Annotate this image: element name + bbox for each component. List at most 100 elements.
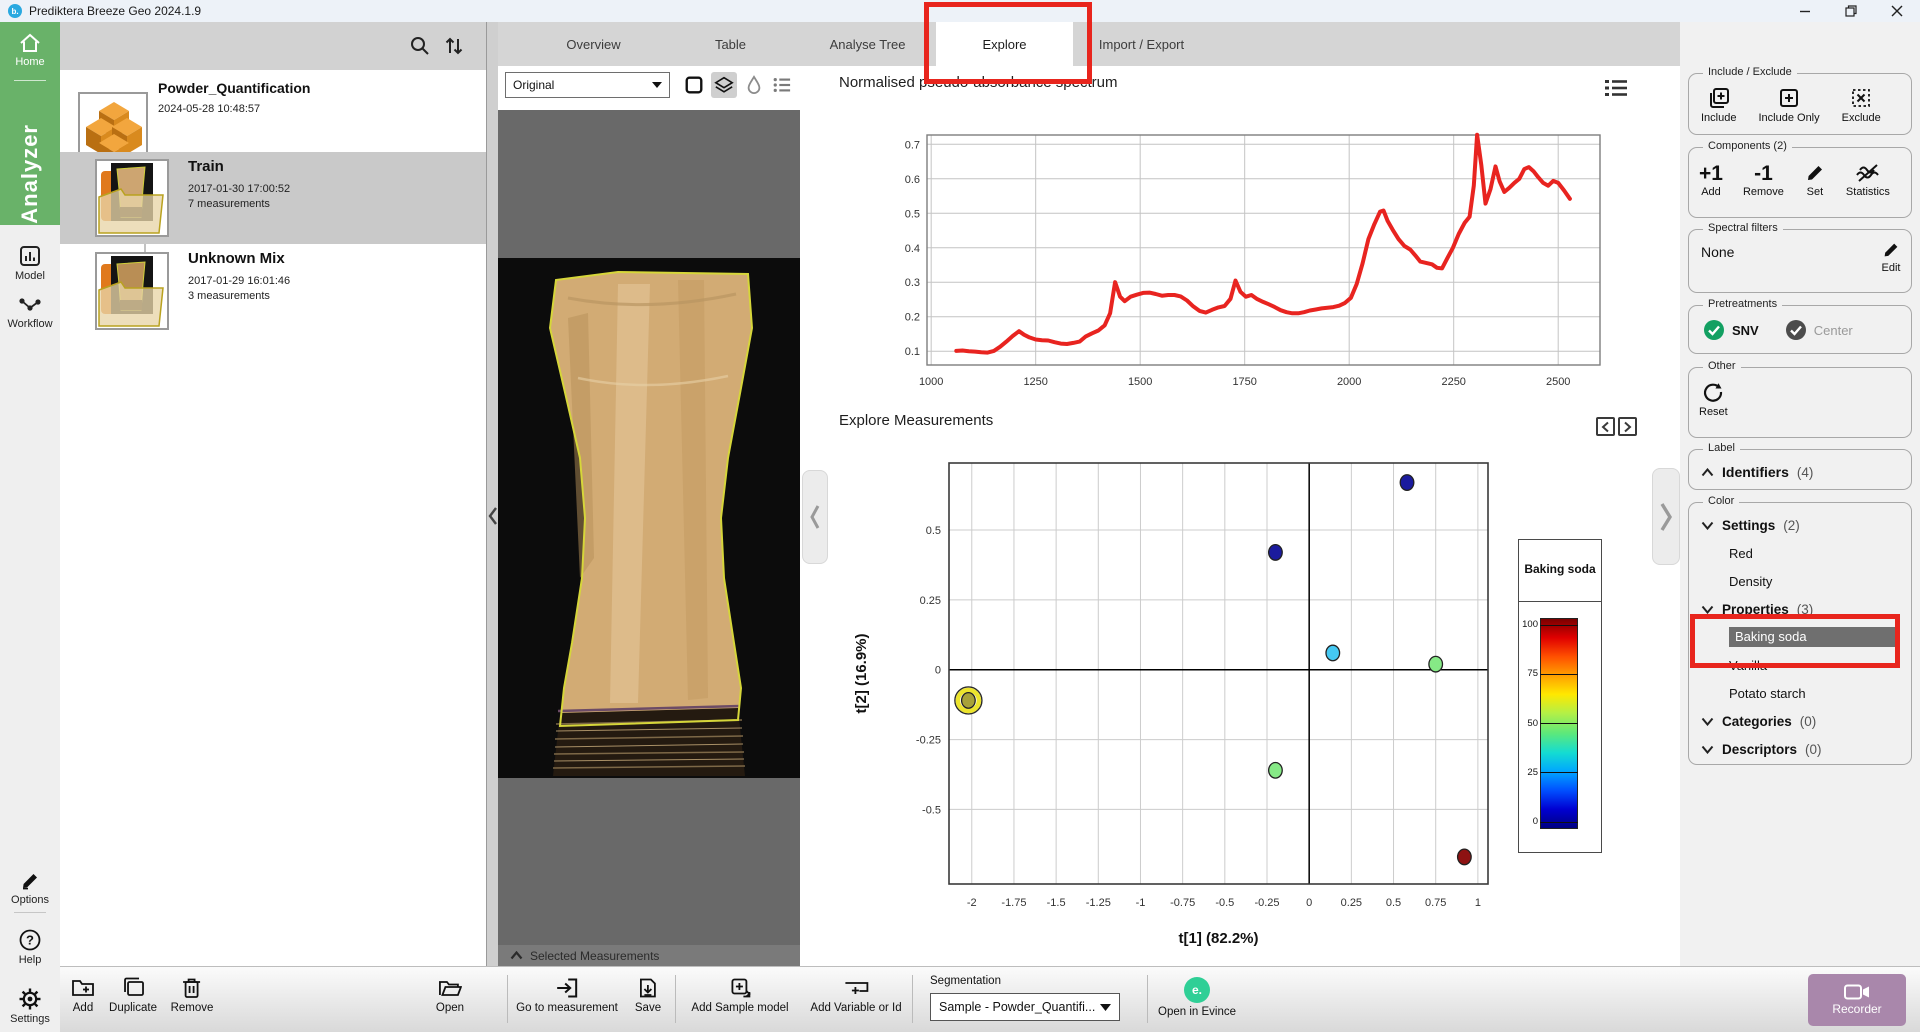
add-sample-model-button[interactable]: Add Sample model [691,977,789,1014]
chevron-left-icon [810,505,820,529]
folder-open-icon [439,981,462,996]
restore-button[interactable] [1828,0,1874,22]
go-to-measurement-button[interactable]: Go to measurement [516,977,618,1014]
add-component-button[interactable]: +1 Add [1699,162,1723,198]
tab-overview[interactable]: Overview [566,36,621,52]
color-properties-header[interactable]: Properties (3) [1689,595,1911,623]
sidebar-item-label: Workflow [7,318,53,330]
evince-icon: e. [1184,977,1210,1003]
selected-measurements-bar[interactable]: Selected Measurements [498,945,800,966]
identifiers-row[interactable]: Identifiers (4) [1689,450,1911,486]
layer-select[interactable]: Original [505,72,670,98]
spectrum-chart[interactable]: 0.1 0.2 0.3 0.4 0.5 0.6 0.7 1000 1250 1500 1750 200… [830,120,1620,390]
previous-plot-button[interactable] [1596,417,1615,436]
save-button[interactable]: Save [635,977,661,1014]
svg-text:-1.25: -1.25 [1086,897,1111,909]
sidebar-item-label: Options [11,894,49,906]
include-only-button[interactable]: Include Only [1758,86,1820,124]
chevron-left-icon[interactable] [487,504,499,528]
plus-one-icon: +1 [1699,162,1723,185]
density-view-button[interactable] [741,72,767,98]
spectrum-list-icon[interactable] [1604,78,1628,98]
next-plot-button[interactable] [1618,417,1637,436]
color-item-baking-soda[interactable]: Baking soda [1689,623,1911,651]
list-item-measurement[interactable]: Train 2017-01-30 17:00:52 7 measurements [60,152,487,244]
titlebar: b. Prediktera Breeze Geo 2024.1.9 [0,0,1920,22]
svg-text:2000: 2000 [1337,376,1361,388]
button-label: Include Only [1758,112,1820,124]
svg-text:-2: -2 [967,897,977,909]
minimize-button[interactable] [1782,0,1828,22]
project-date: 2024-05-28 10:48:57 [158,103,261,115]
sidebar-item-options[interactable]: Options [0,870,60,906]
trash-icon [183,978,201,998]
remove-button[interactable]: Remove [171,977,213,1014]
tab-explore[interactable]: Explore [936,22,1073,66]
measurement-image-viewport[interactable] [498,110,800,945]
section-count: (3) [1796,601,1814,617]
add-variable-button[interactable]: Add Variable or Id [810,977,902,1014]
color-categories-header[interactable]: Categories (0) [1689,707,1911,735]
gear-icon [19,988,41,1010]
layers-view-button[interactable] [711,72,737,98]
sort-icon[interactable] [443,35,465,57]
open-in-evince-button[interactable]: e. Open in Evince [1158,977,1236,1018]
recorder-button[interactable]: Recorder [1808,974,1906,1026]
add-button[interactable]: Add [71,977,95,1014]
tab-analyse-tree[interactable]: Analyse Tree [829,36,906,52]
sidebar-item-settings[interactable]: Settings [0,987,60,1025]
reset-button[interactable]: Reset [1699,380,1728,418]
model-icon [20,246,40,266]
svg-text:-0.25: -0.25 [916,735,941,747]
right-panel-collapse-handle[interactable] [1652,468,1680,565]
button-label: Add [72,1002,94,1014]
projects-header [60,22,487,70]
list-item-measurement[interactable]: Unknown Mix 2017-01-29 16:01:46 3 measur… [60,244,487,336]
svg-text:-1.5: -1.5 [1047,897,1066,909]
sidebar-item-home[interactable]: Home [0,32,60,68]
pencil-icon [23,874,37,890]
color-descriptors-header[interactable]: Descriptors (0) [1689,735,1911,763]
svg-text:-1: -1 [1136,897,1146,909]
remove-component-button[interactable]: -1 Remove [1743,163,1784,198]
color-item-vanilla[interactable]: Vanilla [1689,651,1911,679]
color-item-red[interactable]: Red [1689,539,1911,567]
panel-splitter[interactable] [486,22,499,966]
svg-text:0.2: 0.2 [905,312,920,324]
tab-table[interactable]: Table [714,36,747,52]
color-settings-header[interactable]: Settings (2) [1689,511,1911,539]
tab-import-export[interactable]: Import / Export [1098,36,1185,52]
tab-bar: Overview Table Analyse Tree Explore Impo… [498,22,1680,66]
section-title: Descriptors [1722,741,1798,757]
viewer-collapse-handle[interactable] [802,470,828,564]
include-button[interactable]: Include [1701,86,1736,124]
color-item-potato-starch[interactable]: Potato starch [1689,679,1911,707]
color-item-density[interactable]: Density [1689,567,1911,595]
close-button[interactable] [1874,0,1920,22]
chevron-right-icon [1624,421,1632,432]
edit-spectral-filters-button[interactable]: Edit [1881,240,1901,274]
list-view-button[interactable] [769,72,795,98]
image-view-button[interactable] [681,72,707,98]
scores-scatter-plot[interactable]: -2 -1.75 -1.5 -1.25 -1 -0.75 -0.5 -0.25 0 0.25 0.5… [850,440,1550,960]
toggle-label: SNV [1732,322,1759,338]
duplicate-button[interactable]: Duplicate [109,977,157,1014]
snv-toggle[interactable]: SNV [1703,319,1759,341]
sidebar-item-model[interactable]: Model [0,244,60,282]
section-title: Identifiers [1722,464,1789,480]
chevron-down-icon [1701,605,1714,614]
search-icon[interactable] [409,35,431,57]
segmentation-select[interactable]: Sample - Powder_Quantifi... [930,993,1120,1021]
sidebar-item-help[interactable]: ? Help [0,928,60,966]
set-components-button[interactable]: Set [1804,162,1826,198]
sidebar-item-workflow[interactable]: Workflow [0,294,60,330]
legend-title: Baking soda [1524,562,1596,576]
spectrum-title: Normalised pseudo-absorbance spectrum [839,74,1118,91]
exclude-button[interactable]: Exclude [1842,86,1881,124]
statistics-button[interactable]: Statistics [1846,162,1890,198]
caret-down-icon [652,82,662,88]
legend-tick-label: 50 [1527,717,1538,729]
center-toggle[interactable]: Center [1785,319,1853,341]
button-label: Set [1806,186,1824,198]
open-button[interactable]: Open [436,977,464,1014]
